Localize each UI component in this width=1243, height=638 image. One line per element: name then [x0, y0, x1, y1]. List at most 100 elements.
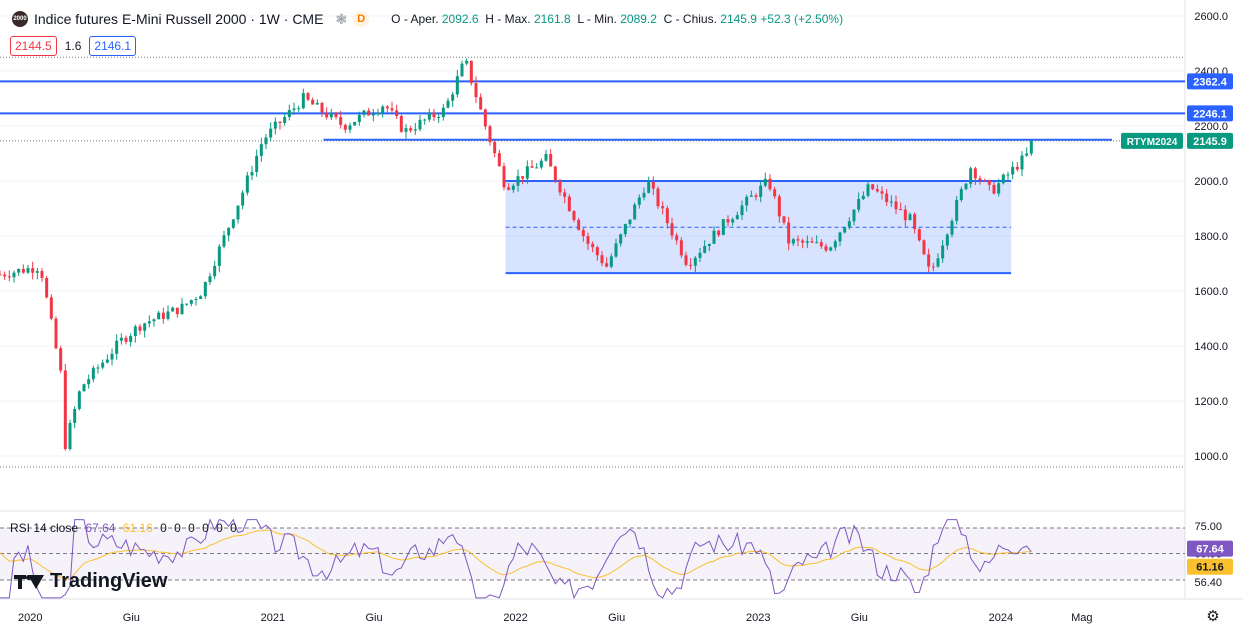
sell-button[interactable]: 2144.5	[10, 36, 57, 56]
candle	[334, 113, 338, 118]
candle	[651, 181, 655, 189]
candle	[180, 303, 184, 315]
rsi-legend[interactable]: RSI 14 close 67.64 61.16 0 0 0 0 0 0	[10, 521, 239, 535]
candle	[157, 312, 161, 320]
tradingview-logo-icon	[14, 573, 44, 591]
candle	[964, 183, 968, 190]
candle	[395, 110, 399, 117]
candle	[0, 274, 2, 276]
candle	[684, 255, 688, 265]
candle	[731, 219, 735, 223]
candle	[614, 243, 618, 257]
candle	[105, 359, 109, 363]
candle	[255, 155, 259, 173]
candle	[82, 384, 86, 392]
candle	[745, 196, 749, 206]
candle	[59, 348, 63, 371]
time-axis-label: 2022	[503, 612, 527, 624]
candle	[1029, 140, 1033, 154]
candle	[250, 172, 254, 176]
candle	[77, 391, 81, 409]
candle	[885, 193, 889, 203]
ohlc-values: O - Aper. 2092.6 H - Max. 2161.8 L - Min…	[391, 12, 843, 26]
candle	[133, 326, 137, 337]
price-axis-label: 1600.0	[1194, 286, 1228, 298]
candle	[152, 319, 156, 322]
rsi-value-tag[interactable]	[1187, 540, 1233, 557]
candle	[418, 119, 422, 130]
candle	[507, 187, 511, 190]
time-axis-label: Giu	[851, 612, 868, 624]
candle	[479, 97, 483, 110]
open-label: O - Aper.	[391, 12, 439, 26]
candle	[390, 108, 394, 111]
candle	[913, 214, 917, 230]
candle	[945, 234, 949, 246]
candle	[404, 128, 408, 132]
candle	[978, 178, 982, 181]
candle	[675, 235, 679, 241]
symbol-legend: 2000 Indice futures E-Mini Russell 2000 …	[12, 8, 843, 30]
candle	[623, 224, 627, 235]
candle	[189, 300, 193, 304]
candle	[791, 239, 795, 244]
candle	[782, 216, 786, 223]
gear-icon[interactable]: ⚙	[1206, 608, 1220, 625]
price-tag[interactable]	[1187, 105, 1233, 122]
low-label: L - Min.	[577, 12, 617, 26]
time-axis-label: 2020	[18, 612, 42, 624]
price-axis-label: 2000.0	[1194, 176, 1228, 188]
tradingview-logo[interactable]: TradingView	[14, 570, 167, 593]
candle	[936, 258, 940, 267]
candle	[21, 268, 25, 273]
candle	[441, 107, 445, 118]
rsi-ma-tag-label: 61.16	[1196, 562, 1224, 574]
flag-star-icon[interactable]: ❃	[335, 10, 348, 27]
candle	[413, 129, 417, 131]
candle	[222, 235, 226, 247]
tradingview-logo-text: TradingView	[50, 570, 168, 592]
open-value: 2092.6	[441, 12, 479, 26]
candle	[7, 276, 11, 278]
candle	[983, 180, 987, 182]
candle	[969, 168, 973, 184]
delayed-data-icon[interactable]: D	[353, 11, 370, 27]
time-axis-label: Giu	[123, 612, 140, 624]
price-tag[interactable]	[1187, 73, 1233, 90]
symbol-tag[interactable]	[1121, 132, 1183, 149]
candle	[273, 121, 277, 129]
candle	[339, 117, 343, 125]
symbol-badge-icon[interactable]: 2000	[12, 11, 28, 27]
candle	[525, 166, 529, 179]
candle	[371, 114, 375, 116]
rsi-line[interactable]	[0, 518, 1032, 600]
price-tag[interactable]	[1187, 132, 1233, 149]
candle	[987, 180, 991, 185]
candle	[922, 240, 926, 255]
candle	[357, 114, 361, 122]
candle	[45, 277, 49, 298]
candle	[343, 124, 347, 130]
candle	[665, 208, 669, 224]
rsi-ma-line[interactable]	[0, 529, 1032, 581]
buy-button[interactable]: 2146.1	[89, 36, 137, 56]
candle	[348, 125, 352, 130]
symbol-title[interactable]: Indice futures E-Mini Russell 2000 · 1W …	[34, 11, 324, 27]
candle	[511, 185, 515, 190]
candle	[26, 268, 30, 273]
candle	[894, 201, 898, 210]
candle	[409, 128, 413, 131]
candle	[805, 241, 809, 243]
candle	[992, 184, 996, 194]
candle	[483, 109, 487, 127]
candle	[87, 379, 91, 385]
candle	[600, 255, 604, 264]
candle	[1020, 155, 1024, 170]
candle	[931, 266, 935, 268]
rsi-ma-tag[interactable]	[1187, 558, 1233, 575]
candle	[586, 236, 590, 244]
candle	[889, 201, 893, 203]
candle	[735, 215, 739, 220]
candle	[35, 271, 39, 273]
